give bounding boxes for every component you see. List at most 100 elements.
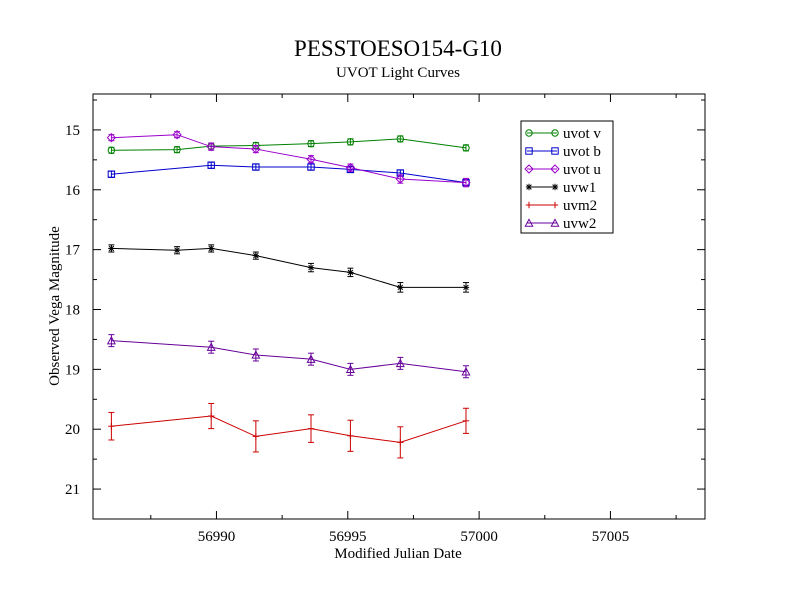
y-tick-label: 18 <box>65 302 80 318</box>
asterisk-marker <box>108 245 115 252</box>
asterisk-marker <box>207 245 215 252</box>
legend-label: uvot v <box>563 126 601 142</box>
x-tick-label: 56995 <box>329 529 367 545</box>
legend-entry: uvw2 <box>524 216 596 232</box>
legend: uvot v uvot b uvot u uvw1 uvm2 uvw2 <box>520 120 614 234</box>
series-uvw2 <box>106 334 471 379</box>
asterisk-marker <box>525 183 533 191</box>
circle-marker <box>346 138 355 146</box>
circle-marker <box>525 129 533 137</box>
series-uvot-u <box>106 129 471 188</box>
series-line <box>111 247 466 288</box>
plus-marker <box>108 423 115 430</box>
plus-marker <box>397 439 404 446</box>
chart-subtitle: UVOT Light Curves <box>336 65 460 81</box>
series-line <box>111 134 467 184</box>
circle-marker <box>551 129 559 137</box>
asterisk-stroke <box>108 245 115 252</box>
plot-area <box>106 129 471 459</box>
plus-marker <box>525 201 533 209</box>
triangle-marker <box>550 218 560 227</box>
x-axis-label: Modified Julian Date <box>334 546 462 562</box>
circle-marker <box>107 146 116 154</box>
series-line <box>111 138 467 151</box>
asterisk-marker <box>347 269 354 276</box>
y-tick-label: 16 <box>65 183 81 199</box>
chart-title: PESSTOESO154-G10 <box>294 36 502 61</box>
series-uvot-v <box>107 135 470 154</box>
plus-marker <box>462 417 470 425</box>
y-tick-label: 21 <box>65 482 80 498</box>
legend-label: uvw2 <box>563 216 596 232</box>
asterisk-marker <box>551 183 559 191</box>
axis-ticks: 56990 56995 57000 57005 15 16 17 18 19 20 21 <box>65 94 705 545</box>
diamond-marker <box>172 129 182 140</box>
triangle-marker <box>206 342 216 351</box>
legend-entry: uvot b <box>525 144 601 160</box>
plus-marker <box>347 432 354 439</box>
triangle-marker <box>461 366 471 376</box>
error-bar <box>108 134 115 142</box>
diamond-marker <box>345 162 356 173</box>
diamond-marker <box>524 164 534 174</box>
triangle-marker <box>345 364 355 374</box>
asterisk-marker <box>173 247 181 254</box>
asterisk-stroke <box>526 184 532 190</box>
asterisk-stroke <box>253 252 259 259</box>
plot-frame <box>92 93 706 520</box>
asterisk-marker <box>252 252 260 259</box>
circle-marker <box>396 135 405 143</box>
asterisk-stroke <box>463 284 469 291</box>
diamond-marker <box>306 154 316 164</box>
series-line <box>111 340 467 373</box>
diamond-marker <box>206 141 216 152</box>
asterisk-marker <box>307 264 315 271</box>
legend-box <box>520 120 614 234</box>
asterisk-stroke <box>347 269 354 276</box>
y-tick-label: 17 <box>65 243 81 259</box>
x-tick-label: 56990 <box>198 529 236 545</box>
plus-marker <box>307 425 315 432</box>
asterisk-stroke <box>552 184 558 190</box>
triangle-marker <box>251 350 261 359</box>
legend-label: uvm2 <box>563 198 597 214</box>
y-axis-label: Observed Vega Magnitude <box>47 226 63 386</box>
asterisk-stroke <box>308 264 314 271</box>
asterisk-stroke <box>208 245 214 252</box>
legend-entry: uvm2 <box>525 198 597 214</box>
legend-label: uvot u <box>563 162 601 178</box>
triangle-marker <box>106 335 116 345</box>
series-uvot-b <box>107 161 470 187</box>
diamond-marker <box>251 144 261 154</box>
square-marker <box>207 161 215 169</box>
square-marker <box>107 170 116 178</box>
asterisk-marker <box>397 284 404 291</box>
series-uvm2 <box>108 402 470 459</box>
square-marker <box>525 147 533 155</box>
asterisk-stroke <box>174 247 180 253</box>
diamond-marker <box>461 177 471 188</box>
circle-marker <box>462 144 470 152</box>
y-tick-label: 15 <box>65 123 80 139</box>
y-tick-label: 20 <box>65 422 80 438</box>
legend-label: uvw1 <box>563 180 596 196</box>
plus-marker <box>252 433 260 440</box>
asterisk-marker <box>462 284 470 291</box>
plus-marker <box>551 201 559 209</box>
diamond-marker <box>395 174 406 184</box>
legend-entry: uvot v <box>525 126 601 142</box>
x-tick-label: 57000 <box>460 529 498 545</box>
legend-entry: uvot u <box>524 162 601 178</box>
triangle-marker <box>524 218 534 227</box>
triangle-marker <box>395 358 405 368</box>
series-uvw1 <box>108 244 470 293</box>
diamond-marker <box>106 132 117 143</box>
y-tick-label: 19 <box>65 362 80 378</box>
x-tick-label: 57005 <box>592 529 630 545</box>
circle-marker <box>173 145 181 154</box>
series-line <box>111 415 467 443</box>
square-marker <box>252 163 260 171</box>
legend-label: uvot b <box>563 144 601 160</box>
circle-marker <box>307 139 315 148</box>
